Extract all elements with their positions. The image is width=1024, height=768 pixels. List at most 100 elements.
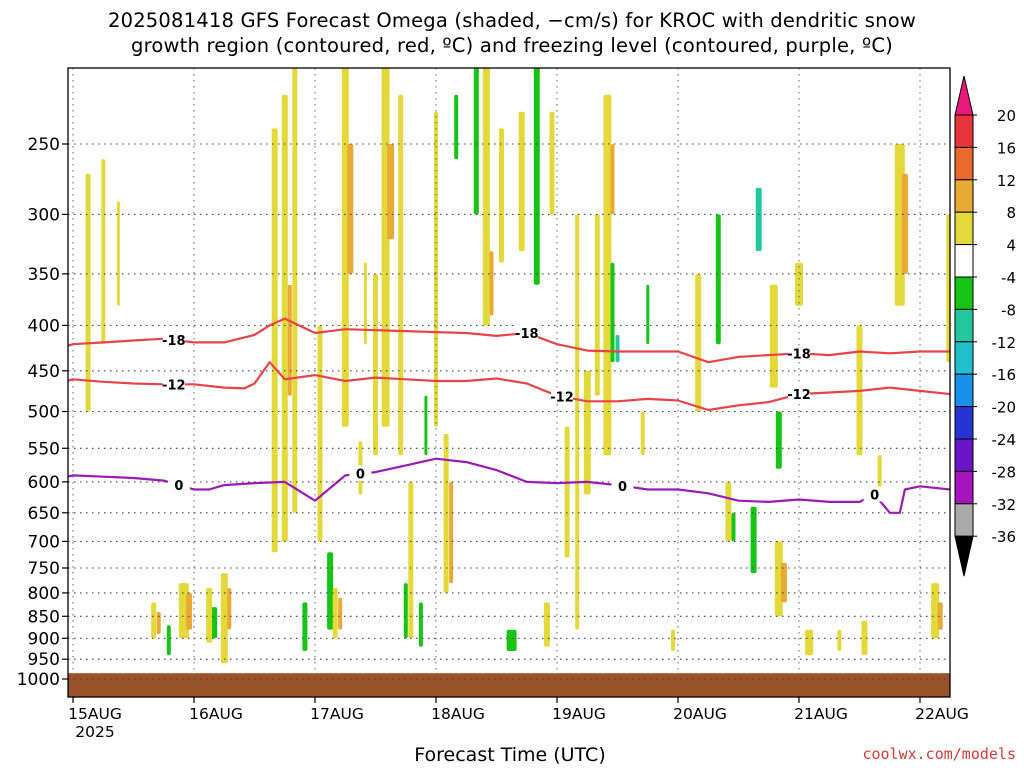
omega-shade-blob [615, 334, 620, 363]
colorbar-label: 16 [997, 139, 1016, 157]
x-tick-label: 22AUG [915, 705, 969, 723]
x-tick-label: 16AUG [189, 705, 243, 723]
omega-shade-blob [963, 630, 968, 664]
contour-label: 0 [870, 489, 879, 504]
omega-shade-blob [506, 629, 517, 651]
omega-shade-blob [518, 111, 525, 252]
contour-label: 0 [174, 479, 183, 494]
omega-shade-blob [543, 602, 550, 647]
x-tick-label: 15AUG [68, 705, 122, 723]
contour-label-bg [515, 325, 538, 340]
omega-shade-blob [443, 434, 449, 593]
omega-shade-blob [332, 588, 338, 639]
omega-shade-blob [731, 512, 736, 542]
omega-shading-layer [68, 68, 985, 697]
y-tick-label: 750 [28, 559, 60, 579]
omega-shade-blob [373, 273, 378, 456]
omega-shade-blob [424, 395, 428, 456]
omega-shade-blob [901, 173, 908, 274]
contour-label: -12 [162, 378, 186, 393]
y-tick-label: 250 [28, 135, 60, 155]
y-tick-label: 500 [28, 403, 60, 423]
omega-shade-blob [347, 144, 354, 274]
omega-shade-blob [317, 325, 323, 542]
colorbar-swatch [954, 373, 974, 408]
contour-label: -12 [550, 391, 574, 406]
omega-shade-blob [186, 592, 192, 630]
contour-label-bg [551, 388, 573, 404]
contour-label: -18 [787, 347, 811, 362]
omega-shade-blob [489, 251, 494, 316]
chart-title-line-1: 2025081418 GFS Forecast Omega (shaded, −… [107, 9, 917, 32]
y-tick-label: 1000 [17, 670, 60, 690]
colorbar-swatch [954, 341, 974, 375]
omega-shade-blob [454, 94, 459, 160]
omega-shade-blob [695, 273, 702, 412]
x-tick-label: 17AUG [310, 705, 364, 723]
colorbar-swatch [954, 211, 974, 246]
colorbar-swatch [954, 179, 974, 213]
omega-shade-blob [775, 411, 782, 469]
omega-shade-blob [671, 629, 675, 651]
omega-shade-blob [774, 541, 783, 617]
omega-shade-blob [381, 68, 390, 427]
contour-label-bg [788, 345, 810, 361]
x-axis-title: Forecast Time (UTC) [414, 744, 606, 766]
colorbar-label: -24 [992, 431, 1017, 449]
omega-shade-blob [805, 629, 814, 656]
omega-shade-blob [206, 588, 213, 643]
y-tick-label: 900 [28, 629, 60, 649]
colorbar-swatch [954, 438, 974, 472]
omega-shade-blob [931, 583, 940, 639]
y-tick-label: 400 [28, 316, 60, 336]
colorbar-swatch [954, 308, 974, 343]
omega-shade-blob [610, 262, 615, 363]
colorbar-swatch [954, 244, 974, 278]
y-tick-label: 700 [28, 532, 60, 552]
terrain-fill [68, 673, 950, 697]
colorbar-label: -36 [992, 528, 1017, 546]
colorbar: 20 16 12 8 4 -4 -8 -12 -16 -20 -24 -28 -32 -36 [954, 75, 1017, 577]
y-tick-label: 350 [28, 265, 60, 285]
colorbar-label: -32 [992, 496, 1017, 514]
omega-shade-blob [725, 481, 732, 542]
colorbar-bottom-arrow [954, 535, 974, 577]
omega-shade-blob [338, 597, 343, 630]
omega-shade-blob [101, 159, 106, 345]
omega-shade-blob [937, 602, 943, 630]
contour-label: -12 [787, 388, 811, 403]
omega-shade-blob [977, 541, 985, 573]
colorbar-label: -20 [992, 399, 1017, 417]
y-tick-label: 450 [28, 362, 60, 382]
colorbar-swatch [954, 146, 974, 181]
omega-shade-blob [533, 68, 540, 285]
omega-shade-blob [780, 562, 787, 603]
omega-shade-blob [418, 602, 423, 647]
contour-label-bg [611, 477, 634, 493]
omega-shade-blob [499, 128, 504, 263]
contour-label: 0 [618, 480, 627, 495]
colorbar-top-arrow [954, 75, 974, 116]
x-tick-label: 21AUG [794, 705, 848, 723]
colorbar-swatch [954, 114, 974, 148]
omega-shade-blob [861, 620, 868, 656]
credit-text: coolwx.com/models [862, 745, 1016, 763]
omega-shade-blob [287, 284, 292, 396]
x-tick-label: 18AUG [431, 705, 485, 723]
omega-shade-blob [227, 588, 232, 630]
contour-label-bg [863, 486, 886, 502]
omega-shade-blob [220, 573, 228, 664]
colorbar-label: 4 [1006, 237, 1016, 255]
colorbar-label: -4 [1001, 269, 1016, 287]
y-tick-label: 650 [28, 504, 60, 524]
chart-title: 2025081418 GFS Forecast Omega (shaded, −… [0, 8, 1024, 58]
contour-layer: -18 -18 -18 -12 -12 -12 0 0 0 0 [68, 317, 950, 514]
omega-shade-blob [292, 68, 298, 513]
omega-shade-blob [363, 262, 367, 345]
colorbar-swatch [954, 503, 974, 537]
colorbar-label: -28 [992, 463, 1017, 481]
omega-shade-blob [877, 455, 882, 495]
x-tick-sublabel: 2025 [75, 723, 114, 741]
chart-title-line-2: growth region (contoured, red, ºC) and f… [131, 34, 893, 57]
